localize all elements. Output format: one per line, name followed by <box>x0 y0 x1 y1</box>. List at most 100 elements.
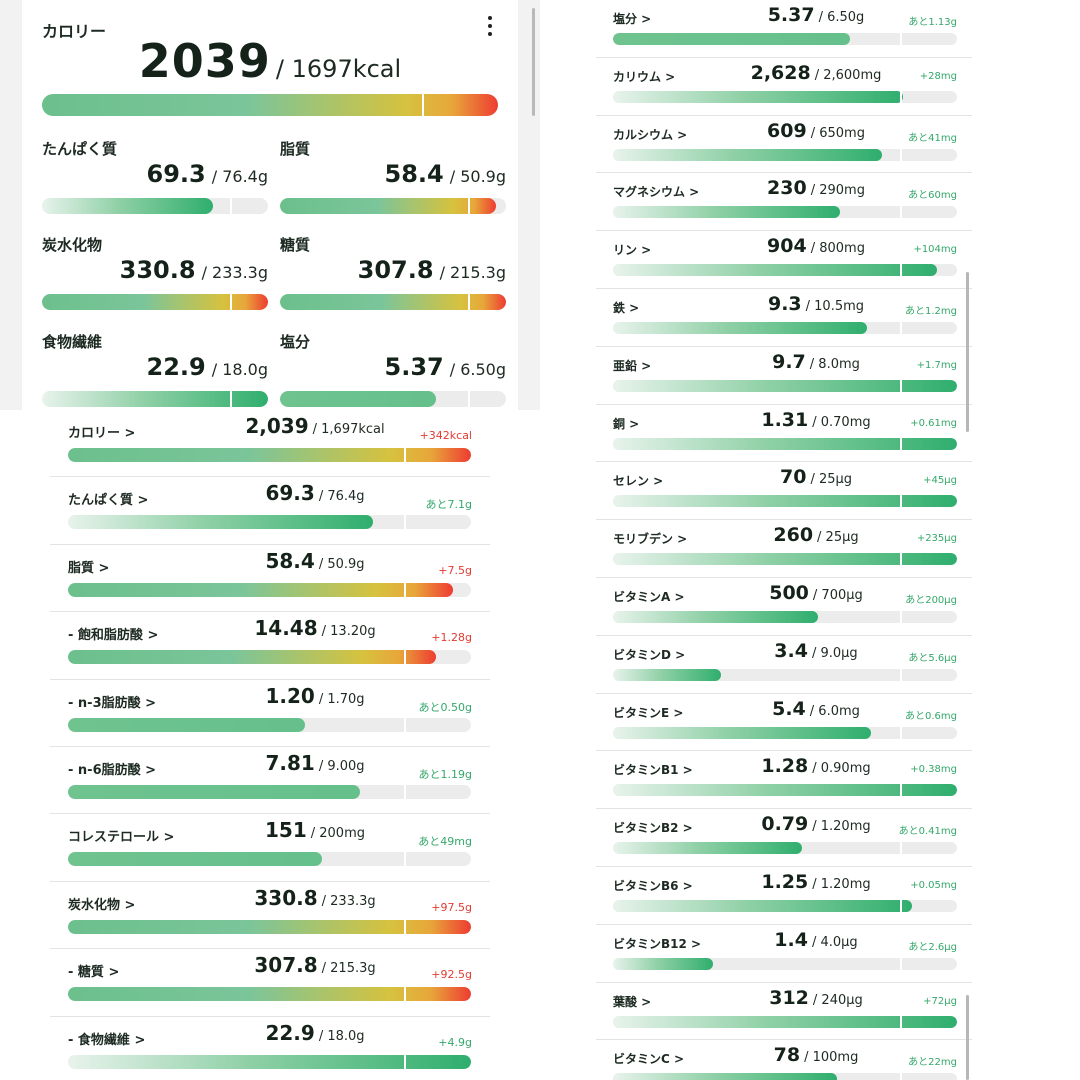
target-marker <box>403 582 406 597</box>
bar-fill <box>280 294 506 310</box>
nutrient-row[interactable]: 塩分 >5.37/ 6.50g あと1.13g <box>596 0 972 58</box>
nutrient-row[interactable]: - n-6脂肪酸 >7.81/ 9.00g あと1.19g <box>50 747 490 815</box>
nutrient-name-link[interactable]: - 食物繊維 > <box>68 1032 146 1048</box>
nutrient-progress-bar <box>280 294 506 310</box>
nutrient-row[interactable]: 葉酸 > 312/ 240µg +72µg <box>596 983 972 1041</box>
target-marker <box>899 900 902 912</box>
nutrient-row[interactable]: セレン > 70/ 25µg +45µg <box>596 462 972 521</box>
bar-fill <box>68 650 437 665</box>
row-divider <box>50 745 490 747</box>
bar-fill <box>68 717 306 732</box>
bar-fill <box>68 919 471 934</box>
nutrient-amount: 9.7/ 8.0mg <box>716 351 916 373</box>
bar-fill <box>68 515 373 530</box>
nutrient-name-link[interactable]: ビタミンB12 > <box>613 936 702 951</box>
nutrient-name-link[interactable]: モリブデン > <box>613 532 688 547</box>
nutrient-value: 5.4 <box>772 697 806 720</box>
target-marker <box>403 852 406 867</box>
nutrient-name-link[interactable]: 炭水化物 > <box>68 897 136 913</box>
scrollbar-segment[interactable] <box>966 272 969 432</box>
nutrient-name-link[interactable]: ビタミンE > <box>613 705 684 720</box>
target-marker <box>899 553 902 566</box>
nutrient-row[interactable]: コレステロール >151/ 200mg あと49mg <box>50 814 490 882</box>
nutrient-name-link[interactable]: カロリー > <box>68 426 136 441</box>
nutrient-row[interactable]: 脂質 > 58.4/ 50.9g +7.5g <box>50 545 490 613</box>
nutrient-name-link[interactable]: セレン > <box>613 474 664 489</box>
nutrient-name-link[interactable]: たんぱく質 > <box>68 493 149 509</box>
nutrient-row[interactable]: 亜鉛 >9.7/ 8.0mg +1.7mg <box>596 347 972 405</box>
kebab-menu-icon[interactable] <box>482 14 498 38</box>
nutrient-name-link[interactable]: 亜鉛 > <box>613 358 652 373</box>
nutrient-name-link[interactable]: 脂質 > <box>68 560 110 576</box>
bar-fill <box>613 784 957 797</box>
row-divider <box>50 880 490 882</box>
nutrient-name-link[interactable]: - 糖質 > <box>68 965 120 981</box>
nutrient-name-link[interactable]: 鉄 > <box>613 301 640 315</box>
nutrient-row[interactable]: マグネシウム >230/ 290mg あと60mg <box>596 173 972 232</box>
target-marker <box>899 206 902 219</box>
nutrient-name-link[interactable]: - n-6脂肪酸 > <box>68 763 157 778</box>
nutrient-row[interactable]: ビタミンC >78/ 100mg あと22mg <box>596 1040 972 1080</box>
nutrient-label: 食物繊維 <box>42 333 103 351</box>
nutrient-row[interactable]: 炭水化物 > 330.8/ 233.3g +97.5g <box>50 882 490 950</box>
nutrient-row[interactable]: - 糖質 > 307.8/ 215.3g +92.5g <box>50 949 490 1017</box>
nutrient-name-link[interactable]: 銅 > <box>613 416 640 431</box>
nutrient-value: 500 <box>769 582 809 604</box>
nutrient-name-link[interactable]: - 飽和脂肪酸 > <box>68 628 159 644</box>
nutrient-row[interactable]: ビタミンB1 >1.28/ 0.90mg +0.38mg <box>596 751 972 810</box>
nutrient-row[interactable]: リン >904/ 800mg +104mg <box>596 231 972 289</box>
summary-scrollbar[interactable] <box>532 8 535 116</box>
nutrient-name-link[interactable]: コレステロール > <box>68 830 175 846</box>
nutrient-value: 9.7 <box>772 350 806 373</box>
nutrient-name-link[interactable]: ビタミンC > <box>613 1052 685 1067</box>
nutrient-target: / 800mg <box>810 241 865 257</box>
nutrient-name-link[interactable]: カルシウム > <box>613 127 688 142</box>
nutrient-name-link[interactable]: ビタミンB2 > <box>613 821 693 836</box>
target-marker <box>230 391 233 407</box>
nutrient-row[interactable]: ビタミンB6 >1.25/ 1.20mg +0.05mg <box>596 867 972 925</box>
nutrient-row[interactable]: - n-3脂肪酸 >1.20/ 1.70g あと0.50g <box>50 680 490 747</box>
nutrient-value: 260 <box>773 524 814 547</box>
nutrient-name-link[interactable]: ビタミンD > <box>613 647 686 662</box>
target-marker <box>403 650 406 665</box>
nutrient-name-link[interactable]: ビタミンB1 > <box>613 763 693 778</box>
nutrient-name-link[interactable]: ビタミンB6 > <box>613 879 693 893</box>
nutrient-name-link[interactable]: 葉酸 > <box>613 994 652 1009</box>
target-marker <box>899 1015 902 1028</box>
nutrient-value: 904 <box>767 235 807 258</box>
nutrient-row[interactable]: ビタミンB12 >1.4/ 4.0µg あと2.6µg <box>596 925 972 983</box>
nutrient-row[interactable]: - 食物繊維 > 22.9/ 18.0g +4.9g <box>50 1017 490 1080</box>
nutrient-amount: 58.4 / 50.9g <box>385 160 506 188</box>
nutrient-name-link[interactable]: マグネシウム > <box>613 185 700 200</box>
nutrient-row[interactable]: カルシウム >609/ 650mg あと41mg <box>596 116 972 174</box>
nutrient-progress-bar <box>613 668 957 681</box>
nutrient-row[interactable]: 鉄 >9.3/ 10.5mg あと1.2mg <box>596 289 972 347</box>
nutrient-row[interactable]: ビタミンE >5.4/ 6.0mg あと0.6mg <box>596 694 972 752</box>
nutrient-name-link[interactable]: リン > <box>613 243 652 258</box>
nutrient-row[interactable]: 銅 >1.31/ 0.70mg +0.61mg <box>596 405 972 463</box>
nutrient-row[interactable]: モリブデン >260/ 25µg +235µg <box>596 520 972 578</box>
nutrient-row[interactable]: カリウム >2,628/ 2,600mg +28mg <box>596 58 972 116</box>
nutrient-row[interactable]: カロリー >2,039/ 1,697kcal +342kcal <box>50 410 490 478</box>
target-marker <box>899 322 902 334</box>
nutrient-row[interactable]: - 飽和脂肪酸 > 14.48/ 13.20g +1.28g <box>50 612 490 680</box>
nutrient-amount: 151/ 200mg <box>205 818 425 842</box>
nutrient-target: / 10.5mg <box>805 299 865 314</box>
nutrient-difference: +45µg <box>923 475 957 487</box>
nutrient-name-link[interactable]: カリウム > <box>613 69 676 84</box>
nutrient-difference: あと41mg <box>908 132 957 144</box>
nutrient-row[interactable]: ビタミンA >500/ 700µg あと200µg <box>596 578 972 636</box>
nutrient-name-link[interactable]: ビタミンA > <box>613 590 685 604</box>
nutrient-target: / 2,600mg <box>814 67 882 83</box>
nutrient-name-link[interactable]: - n-3脂肪酸 > <box>68 695 157 711</box>
bar-fill <box>42 391 268 407</box>
nutrient-row[interactable]: たんぱく質 >69.3/ 76.4g あと7.1g <box>50 477 490 545</box>
nutrient-name-link[interactable]: 塩分 > <box>613 12 652 26</box>
bar-fill <box>613 437 957 450</box>
scrollbar-segment[interactable] <box>966 995 969 1080</box>
nutrient-row[interactable]: ビタミンB2 >0.79/ 1.20mg あと0.41mg <box>596 809 972 867</box>
nutrient-difference: +7.5g <box>438 563 472 577</box>
nutrient-label: 塩分 <box>280 333 311 351</box>
nutrient-row[interactable]: ビタミンD >3.4/ 9.0µg あと5.6µg <box>596 636 972 694</box>
nutrient-value: 14.48 <box>254 616 318 641</box>
